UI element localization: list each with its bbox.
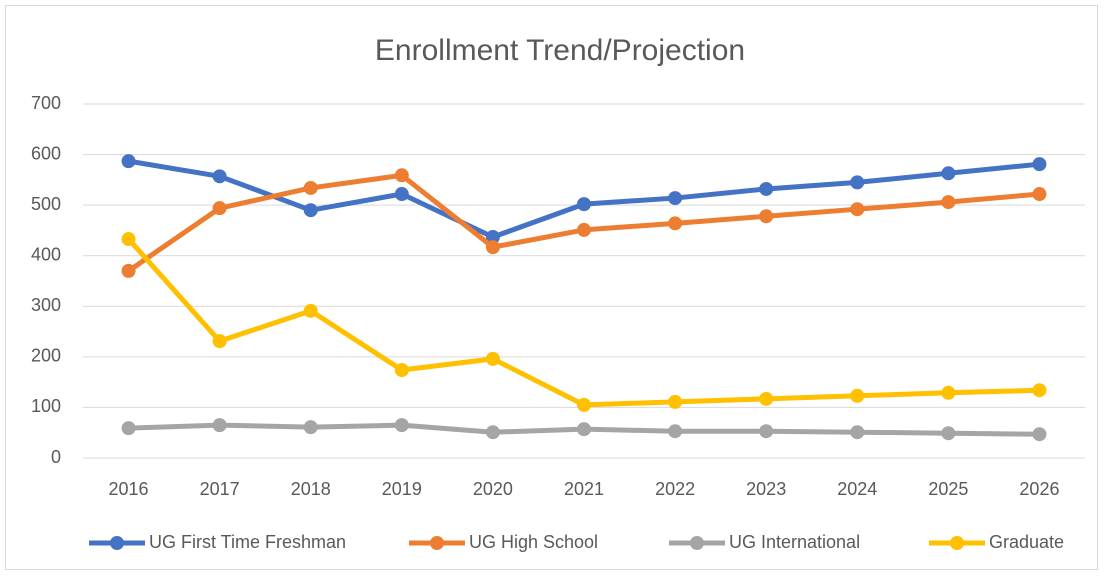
x-tick-label: 2023 bbox=[746, 479, 786, 499]
data-point bbox=[668, 216, 683, 231]
data-point bbox=[485, 230, 500, 245]
data-point bbox=[303, 203, 318, 218]
data-point bbox=[394, 168, 409, 183]
data-point bbox=[850, 175, 865, 190]
y-tick-label: 500 bbox=[31, 194, 61, 214]
data-point bbox=[1032, 427, 1047, 442]
data-point bbox=[394, 418, 409, 433]
data-point bbox=[668, 191, 683, 206]
x-tick-label: 2019 bbox=[382, 479, 422, 499]
data-point bbox=[668, 394, 683, 409]
data-point bbox=[759, 424, 774, 439]
y-tick-label: 400 bbox=[31, 244, 61, 264]
y-tick-label: 600 bbox=[31, 143, 61, 163]
data-point bbox=[394, 363, 409, 378]
data-point bbox=[212, 418, 227, 433]
legend-marker bbox=[690, 536, 704, 550]
data-point bbox=[485, 240, 500, 255]
data-point bbox=[577, 197, 591, 212]
data-point bbox=[212, 201, 227, 216]
x-tick-label: 2016 bbox=[109, 479, 149, 499]
legend-label: UG International bbox=[729, 532, 860, 552]
data-point bbox=[1032, 187, 1047, 202]
data-point bbox=[759, 209, 774, 224]
data-point bbox=[212, 334, 227, 349]
data-point bbox=[850, 425, 865, 440]
data-point bbox=[1032, 157, 1047, 172]
data-point bbox=[1032, 383, 1047, 398]
y-tick-label: 0 bbox=[51, 447, 61, 467]
data-point bbox=[121, 263, 136, 278]
data-point bbox=[577, 222, 591, 237]
legend-label: Graduate bbox=[989, 532, 1064, 552]
data-point bbox=[577, 397, 591, 412]
x-tick-label: 2025 bbox=[928, 479, 968, 499]
legend-marker bbox=[110, 536, 124, 550]
data-point bbox=[121, 232, 136, 247]
data-point bbox=[668, 424, 683, 439]
data-point bbox=[850, 388, 865, 403]
data-point bbox=[759, 391, 774, 406]
data-point bbox=[577, 422, 591, 437]
data-point bbox=[394, 187, 409, 202]
data-point bbox=[485, 425, 500, 440]
x-tick-label: 2018 bbox=[291, 479, 331, 499]
chart-title: Enrollment Trend/Projection bbox=[375, 34, 745, 67]
y-tick-label: 100 bbox=[31, 396, 61, 416]
x-tick-label: 2024 bbox=[837, 479, 877, 499]
x-tick-label: 2020 bbox=[473, 479, 513, 499]
legend-label: UG First Time Freshman bbox=[149, 532, 346, 552]
x-tick-label: 2017 bbox=[200, 479, 240, 499]
y-tick-label: 300 bbox=[31, 295, 61, 315]
data-point bbox=[121, 421, 136, 436]
data-point bbox=[941, 385, 956, 400]
legend-label: UG High School bbox=[469, 532, 598, 552]
data-point bbox=[303, 180, 318, 195]
chart-border bbox=[5, 5, 1098, 570]
data-point bbox=[485, 351, 500, 366]
legend-marker bbox=[950, 536, 964, 550]
data-point bbox=[850, 202, 865, 217]
data-point bbox=[941, 166, 956, 181]
data-point bbox=[941, 195, 956, 210]
legend-marker bbox=[430, 536, 444, 550]
data-point bbox=[941, 426, 956, 441]
x-tick-label: 2026 bbox=[1019, 479, 1059, 499]
data-point bbox=[303, 303, 318, 318]
data-point bbox=[759, 181, 774, 196]
data-point bbox=[121, 154, 136, 169]
data-point bbox=[212, 169, 227, 184]
y-tick-label: 700 bbox=[31, 93, 61, 113]
y-tick-label: 200 bbox=[31, 346, 61, 366]
x-tick-label: 2022 bbox=[655, 479, 695, 499]
data-point bbox=[303, 420, 318, 435]
x-tick-label: 2021 bbox=[564, 479, 604, 499]
